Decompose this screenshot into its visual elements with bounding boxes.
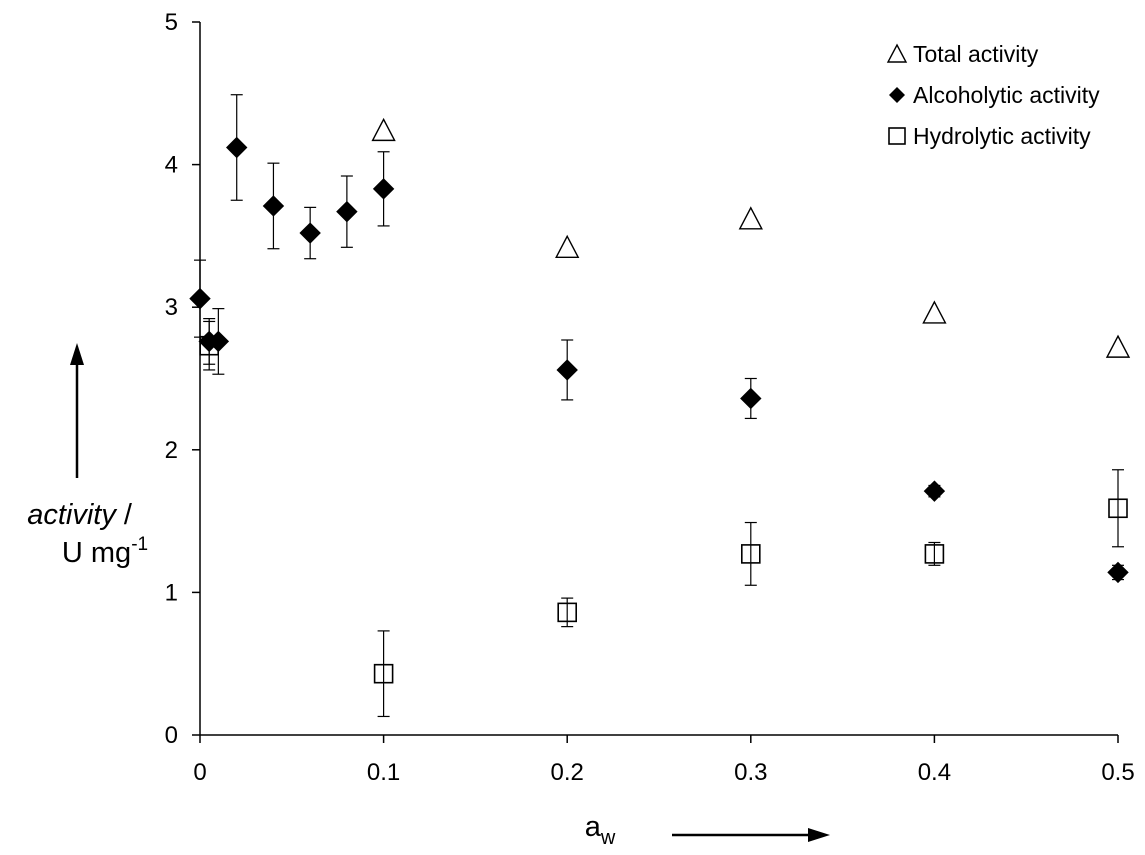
x-tick-label: 0.1	[367, 759, 400, 786]
x-tick-label: 0.3	[734, 759, 767, 786]
alcoholytic-activity-point	[336, 200, 358, 223]
y-axis-title-italic: activity	[27, 499, 117, 531]
y-axis-ticks: 0 1 2 3 4 5	[165, 9, 200, 749]
x-axis-title-subscript: w	[600, 827, 616, 849]
axes	[199, 22, 1118, 736]
x-axis-arrow-head	[808, 828, 830, 842]
legend-marker-total-activity	[886, 43, 908, 63]
hydrolytic-activity-point	[740, 544, 761, 564]
x-tick-label: 0.2	[551, 759, 584, 786]
alcoholytic-activity-point	[1107, 561, 1129, 584]
x-tick-label: 0.4	[918, 759, 951, 786]
alcoholytic-activity-point	[556, 359, 578, 381]
legend-label-hydrolytic-activity: Hydrolytic activity	[913, 123, 1091, 149]
total-activity-point	[922, 300, 947, 324]
x-axis-title-main: a	[585, 811, 602, 843]
hydrolytic-activity-point	[924, 544, 945, 564]
total-activity-point	[738, 206, 763, 230]
y-tick-label: 3	[165, 294, 178, 321]
y-axis-arrow-head	[70, 343, 84, 365]
alcoholytic-activity-point	[923, 480, 946, 502]
y-axis-title-unit-superscript: -1	[131, 534, 148, 555]
hydrolytic-activity-point	[199, 335, 219, 356]
alcoholytic-activity-point	[226, 136, 248, 159]
y-tick-label: 4	[165, 152, 178, 179]
y-tick-label: 1	[165, 579, 178, 606]
x-tick-label: 0.5	[1101, 759, 1134, 786]
total-activity-point	[371, 117, 396, 142]
data-markers	[189, 117, 1131, 684]
alcoholytic-activity-point	[262, 195, 285, 217]
hydrolytic-activity-point	[373, 663, 394, 684]
x-axis-title-text: aw	[585, 811, 616, 849]
alcoholytic-activity-point	[189, 287, 211, 310]
x-axis-title: aw	[585, 811, 830, 849]
y-axis-title-unit: U mg	[62, 537, 131, 569]
alcoholytic-activity-point	[740, 387, 762, 410]
legend-label-total-activity: Total activity	[913, 41, 1039, 67]
error-bars	[194, 94, 1124, 718]
x-tick-label: 0	[193, 759, 206, 786]
legend: Total activity Alcoholytic activity Hydrol…	[886, 41, 1100, 149]
alcoholytic-activity-point	[372, 178, 395, 200]
y-tick-label: 5	[165, 9, 178, 36]
hydrolytic-activity-point	[557, 602, 578, 623]
y-tick-label: 2	[165, 437, 178, 464]
y-axis-title: activity / U mg-1	[27, 343, 148, 569]
legend-label-alcoholytic-activity: Alcoholytic activity	[913, 82, 1100, 108]
legend-marker-alcoholytic-activity	[889, 87, 905, 103]
total-activity-point	[1105, 334, 1131, 358]
hydrolytic-activity-point	[1108, 498, 1128, 519]
y-axis-title-line2: U mg-1	[62, 534, 148, 569]
y-tick-label: 0	[165, 722, 178, 749]
total-activity-point	[555, 234, 580, 259]
alcoholytic-activity-point	[299, 222, 321, 244]
legend-marker-hydrolytic-activity	[888, 127, 906, 145]
x-axis-ticks: 0 0.1 0.2 0.3 0.4 0.5	[193, 735, 1135, 786]
y-axis-title-line1: activity /	[27, 499, 133, 531]
y-axis-title-suffix: /	[116, 499, 133, 531]
